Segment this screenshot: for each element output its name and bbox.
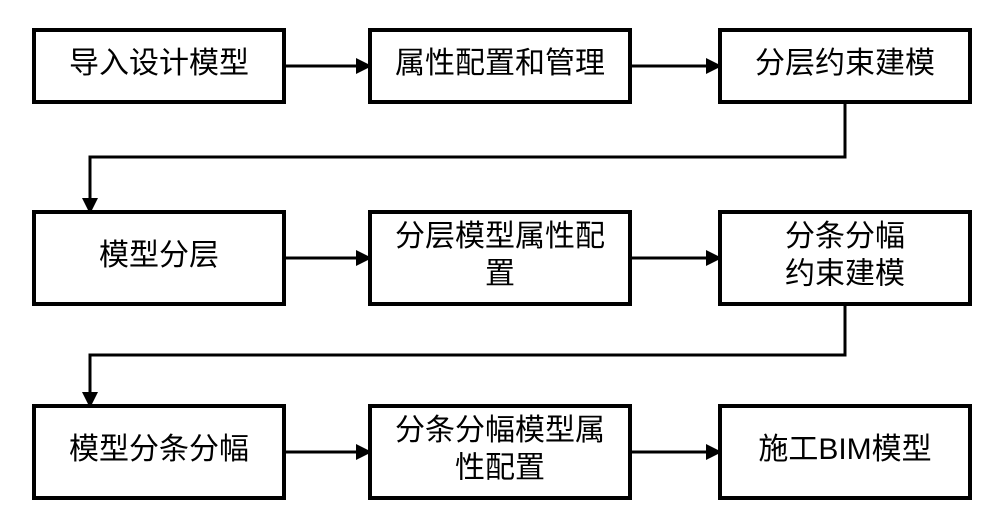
node-n5: 分层模型属性配置 [370,212,630,304]
node-n7: 模型分条分幅 [34,406,284,498]
node-n4: 模型分层 [34,212,284,304]
edge-n6-n7 [90,304,845,406]
node-n8-label-line-0: 分条分幅模型属 [395,414,605,447]
flowchart-canvas: 导入设计模型属性配置和管理分层约束建模模型分层分层模型属性配置分条分幅约束建模模… [0,0,1000,529]
edge-n3-n4 [90,102,845,212]
node-n6-label-line-1: 约束建模 [785,258,905,291]
node-n1: 导入设计模型 [34,30,284,102]
node-n5-label-line-0: 分层模型属性配 [395,220,605,253]
node-n5-label-line-1: 置 [485,258,515,291]
node-n7-label-line-0: 模型分条分幅 [69,433,249,466]
node-n9: 施工BIM模型 [720,406,970,498]
node-n2: 属性配置和管理 [370,30,630,102]
node-n2-label-line-0: 属性配置和管理 [395,47,605,80]
node-n6-label-line-0: 分条分幅 [785,220,905,253]
node-n4-label-line-0: 模型分层 [99,239,219,272]
node-n6: 分条分幅约束建模 [720,212,970,304]
node-n3-label-line-0: 分层约束建模 [755,47,935,80]
node-n8: 分条分幅模型属性配置 [370,406,630,498]
node-n3: 分层约束建模 [720,30,970,102]
nodes: 导入设计模型属性配置和管理分层约束建模模型分层分层模型属性配置分条分幅约束建模模… [34,30,970,498]
node-n1-label-line-0: 导入设计模型 [69,47,249,80]
node-n8-label-line-1: 性配置 [455,452,545,485]
node-n9-label-line-0: 施工BIM模型 [758,433,931,466]
